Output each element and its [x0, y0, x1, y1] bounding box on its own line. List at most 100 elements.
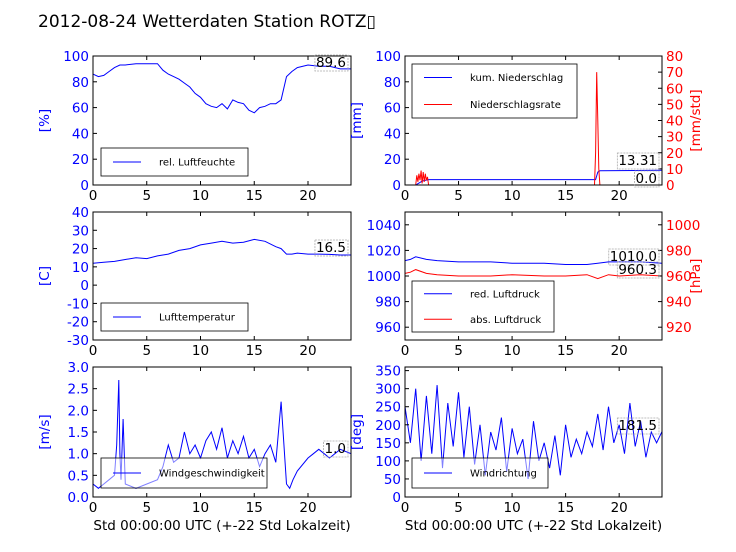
y-tick-label: 20 — [72, 242, 89, 258]
legend-label: Windgeschwindigkeit — [159, 469, 265, 480]
x-tick-label: 10 — [503, 188, 520, 204]
x-tick-label: 10 — [503, 343, 520, 359]
figure-title: 2012-08-24 Wetterdaten Station ROTZ▯ — [38, 12, 376, 32]
x-tick-label: 5 — [142, 500, 151, 516]
y-tick-label: 0.5 — [68, 468, 89, 484]
y-axis-label: [%] — [37, 109, 53, 132]
legend: red. Luftdruck abs. Luftdruck — [411, 280, 555, 333]
y-axis-label: [deg] — [349, 414, 365, 450]
legend-label: Niederschlagsrate — [470, 100, 561, 111]
y-tick-label: 1020 — [367, 243, 401, 259]
legend: rel. Luftfeuchte — [100, 147, 249, 177]
value-annotation-box — [608, 248, 660, 266]
panel-precip: 0 5 10 15 2002040608010001020304050607080[mm… — [349, 49, 704, 204]
y-tick-label: 200 — [375, 418, 401, 434]
series-line-precip-1 — [405, 72, 662, 185]
y-tick-label: 80 — [384, 75, 401, 91]
x-tick-label: 10 — [503, 500, 520, 516]
legend-label: abs. Luftdruck — [470, 315, 541, 326]
y-right-tick-label: 940 — [666, 295, 692, 311]
y-right-tick-label: 960 — [666, 269, 692, 285]
x-tick-label: 15 — [246, 188, 263, 204]
y-tick-label: 2.5 — [68, 382, 89, 398]
series-line-pressure-0 — [405, 256, 662, 265]
x-tick-label: 15 — [557, 343, 574, 359]
y-tick-label: 100 — [375, 454, 401, 470]
x-tick-label: 20 — [611, 188, 628, 204]
value-annotation-box — [634, 170, 660, 188]
y-tick-label: 0 — [80, 178, 89, 194]
x-tick-label: 0 — [89, 188, 98, 204]
x-tick-label: 0 — [401, 188, 410, 204]
value-annotation-box — [323, 440, 349, 458]
y-tick-label: 0.0 — [68, 490, 89, 506]
y-tick-label: 20 — [72, 152, 89, 168]
value-annotation-box — [314, 239, 349, 257]
y-right-axis-label: [hPa] — [688, 259, 704, 294]
value-annotation: 0.0 — [636, 171, 657, 187]
y-tick-label: 20 — [384, 152, 401, 168]
y-tick-label: -10 — [67, 296, 89, 312]
y-tick-label: 150 — [375, 436, 401, 452]
value-annotation-box — [616, 152, 660, 170]
x-tick-label: 10 — [192, 500, 209, 516]
x-tick-label: 15 — [557, 188, 574, 204]
value-annotation-box — [616, 261, 660, 279]
legend-label: Lufttemperatur — [159, 313, 236, 324]
x-tick-label: 10 — [192, 343, 209, 359]
y-axis-label: [mm] — [349, 102, 365, 139]
x-tick-label: 5 — [454, 343, 463, 359]
x-tick-label: 20 — [611, 343, 628, 359]
y-tick-label: 40 — [384, 126, 401, 142]
y-tick-label: 80 — [72, 75, 89, 91]
value-annotation: 1.0 — [325, 441, 346, 457]
y-tick-label: 0 — [392, 178, 401, 194]
legend-label: kum. Niederschlag — [470, 73, 563, 84]
x-tick-label: 20 — [611, 500, 628, 516]
y-tick-label: 2.0 — [68, 403, 89, 419]
y-right-tick-label: 0 — [666, 178, 675, 194]
y-right-tick-label: 50 — [666, 97, 683, 113]
value-annotation: 13.31 — [618, 153, 657, 169]
series-line-humidity-0 — [93, 63, 351, 114]
y-tick-label: 1040 — [367, 218, 401, 234]
x-tick-label: 15 — [557, 500, 574, 516]
value-annotation: 960.3 — [618, 262, 657, 278]
x-axis-label: Std 00:00:00 UTC (+-22 Std Lokalzeit) — [405, 518, 662, 534]
y-right-tick-label: 30 — [666, 130, 683, 146]
value-annotation: 1010.0 — [610, 249, 657, 265]
y-right-tick-label: 20 — [666, 146, 683, 162]
legend: kum. Niederschlag Niederschlagsrate — [411, 63, 578, 119]
y-tick-label: 40 — [72, 205, 89, 221]
y-tick-label: -30 — [67, 333, 89, 349]
series-line-precip-0 — [405, 169, 662, 185]
value-annotation-box — [616, 417, 660, 435]
y-right-tick-label: 10 — [666, 162, 683, 178]
y-tick-label: 300 — [375, 382, 401, 398]
legend-label: rel. Luftfeuchte — [159, 158, 235, 169]
y-tick-label: 100 — [63, 49, 89, 65]
panel-temperature: 0 5 10 15 20 -30 -20 -10 0 10 20 30 40 [C] Lufttempera… — [37, 205, 352, 359]
y-tick-label: 960 — [375, 320, 401, 336]
x-tick-label: 0 — [401, 500, 410, 516]
y-tick-label: 350 — [375, 364, 401, 380]
y-axis-label: [m/s] — [37, 414, 53, 449]
x-axis-label: Std 00:00:00 UTC (+-22 Std Lokalzeit) — [93, 518, 350, 534]
legend: Lufttemperatur — [100, 302, 249, 332]
x-tick-label: 20 — [299, 188, 316, 204]
legend: Windrichtung — [411, 457, 549, 489]
y-right-tick-label: 980 — [666, 243, 692, 259]
value-annotation: 181.5 — [618, 418, 657, 434]
y-tick-label: -20 — [67, 315, 89, 331]
x-tick-label: 20 — [299, 343, 316, 359]
value-annotation: 16.5 — [316, 240, 346, 256]
x-tick-label: 0 — [89, 500, 98, 516]
y-tick-label: 1000 — [367, 269, 401, 285]
axes-frame — [92, 55, 352, 186]
value-annotation-box — [314, 54, 349, 72]
panel-humidity: 0 5 10 15 20 0 20 40 60 80 100 [%] rel. Luftfeuchte 8… — [37, 49, 352, 204]
y-tick-label: 60 — [384, 101, 401, 117]
x-tick-label: 0 — [89, 343, 98, 359]
x-tick-label: 5 — [454, 188, 463, 204]
